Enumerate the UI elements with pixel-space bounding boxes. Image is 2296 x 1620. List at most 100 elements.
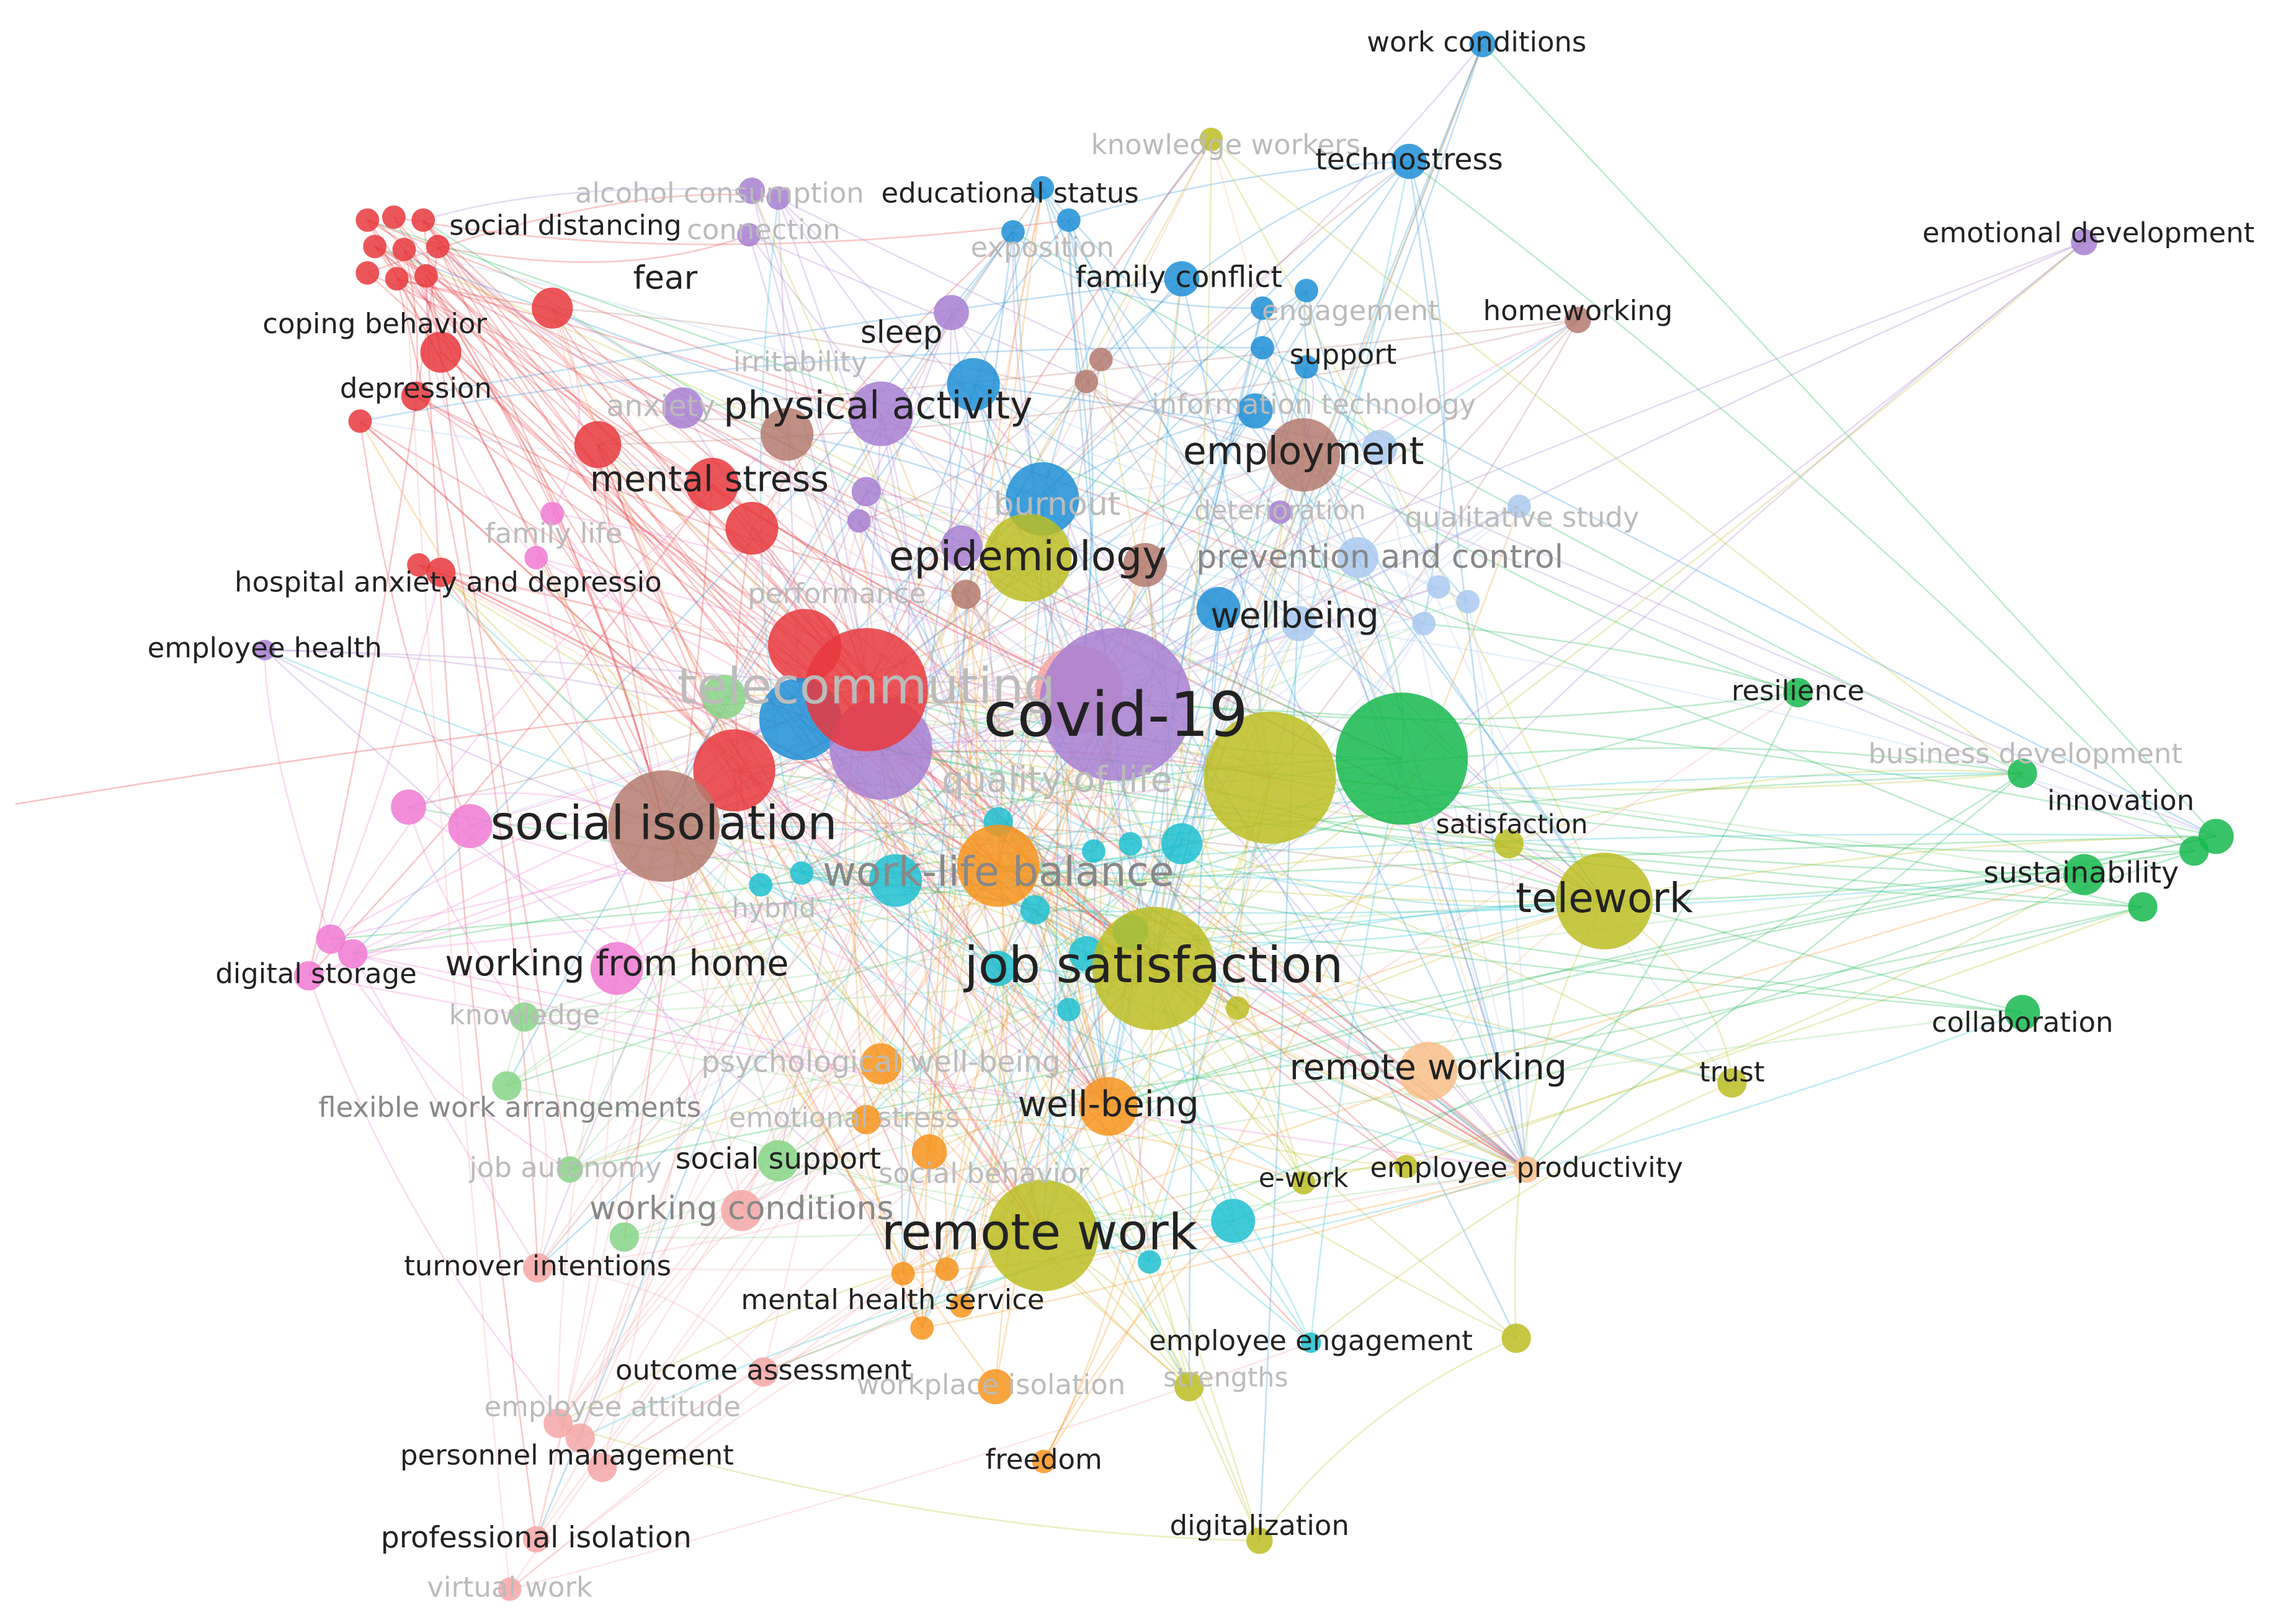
node — [805, 628, 928, 751]
edge — [1012, 231, 1262, 309]
node-label: burnout — [994, 486, 1121, 523]
edge — [1181, 843, 1527, 1170]
node — [686, 457, 739, 511]
edge — [786, 434, 1043, 1236]
node — [608, 770, 720, 882]
edge — [880, 747, 2084, 875]
edge — [777, 413, 882, 1161]
node — [851, 477, 882, 506]
edge — [579, 1220, 1233, 1439]
node — [1056, 998, 1081, 1022]
node — [524, 545, 548, 570]
edge — [1298, 319, 1579, 625]
node-label: social support — [676, 1142, 881, 1176]
node — [522, 1253, 553, 1283]
node — [983, 513, 1072, 602]
edge — [998, 865, 1527, 1171]
edge — [374, 246, 1029, 558]
edge — [880, 413, 1109, 1107]
node — [316, 924, 346, 954]
node-label: employee attitude — [485, 1390, 741, 1423]
edge — [535, 557, 1043, 1237]
edge — [506, 692, 1798, 1087]
edge — [960, 43, 1483, 1307]
edge — [922, 1168, 1527, 1329]
node — [1082, 839, 1106, 863]
edge — [960, 866, 1008, 1307]
edge — [1108, 1106, 1406, 1168]
node-label: virtual work — [427, 1570, 592, 1603]
edge — [1041, 43, 1483, 1236]
edge — [537, 1267, 764, 1373]
edge — [557, 865, 999, 1424]
node — [363, 235, 387, 259]
edge — [308, 483, 713, 977]
edge — [741, 704, 1117, 1212]
node — [1295, 279, 1318, 303]
edge — [760, 884, 1527, 1171]
node — [1092, 906, 1216, 1031]
edge — [998, 865, 1527, 1171]
node-label: exposition — [971, 231, 1114, 264]
edge — [403, 249, 511, 1590]
node — [448, 804, 493, 848]
node — [338, 939, 368, 969]
edge — [1210, 139, 1527, 1170]
node — [1394, 1155, 1418, 1179]
edge — [422, 219, 999, 969]
edge — [1041, 138, 1212, 499]
node — [934, 295, 969, 331]
node — [498, 1577, 522, 1601]
edge — [903, 874, 2084, 1275]
edge — [865, 1119, 923, 1328]
node — [1337, 537, 1378, 578]
node — [1469, 30, 1496, 58]
node — [980, 951, 1016, 987]
edge — [880, 1063, 924, 1328]
edge — [1261, 347, 1303, 624]
edge — [557, 447, 1381, 1424]
edge — [1144, 290, 1308, 566]
node — [414, 264, 438, 288]
edge — [998, 865, 1733, 1084]
edge — [1210, 139, 1606, 902]
node — [790, 861, 814, 885]
edge — [1107, 586, 1439, 1107]
edge — [928, 187, 1043, 1152]
node — [1391, 143, 1427, 179]
edge — [762, 748, 882, 1372]
edge — [949, 312, 1043, 1236]
node — [1211, 1199, 1256, 1243]
node — [2071, 228, 2097, 256]
node — [757, 1140, 799, 1181]
edge — [865, 843, 1182, 1121]
node — [1565, 307, 1591, 333]
edge — [1467, 601, 1528, 1170]
node — [522, 1526, 550, 1553]
edge — [524, 1016, 548, 1268]
node-label: business development — [1869, 737, 2182, 770]
node — [1089, 347, 1113, 372]
edge — [1148, 161, 1410, 1263]
edge — [558, 1235, 1043, 1425]
node — [761, 408, 814, 461]
node-label: homeworking — [1483, 294, 1673, 327]
node — [1412, 612, 1436, 636]
node — [910, 1316, 934, 1340]
edge — [1012, 231, 2023, 774]
node — [1398, 1042, 1458, 1101]
edge — [763, 1268, 948, 1373]
edge — [570, 505, 1520, 1171]
edge — [994, 689, 1080, 1387]
node-label: turnover intentions — [404, 1249, 671, 1282]
edge — [535, 557, 743, 1211]
edge — [1042, 498, 1517, 1339]
edge — [682, 407, 1080, 691]
edge — [663, 825, 1190, 1387]
edge — [1514, 900, 1606, 1338]
node-label: qualitative study — [1405, 501, 1640, 534]
node — [957, 825, 1040, 907]
edge — [308, 689, 1079, 977]
node — [2008, 758, 2037, 789]
